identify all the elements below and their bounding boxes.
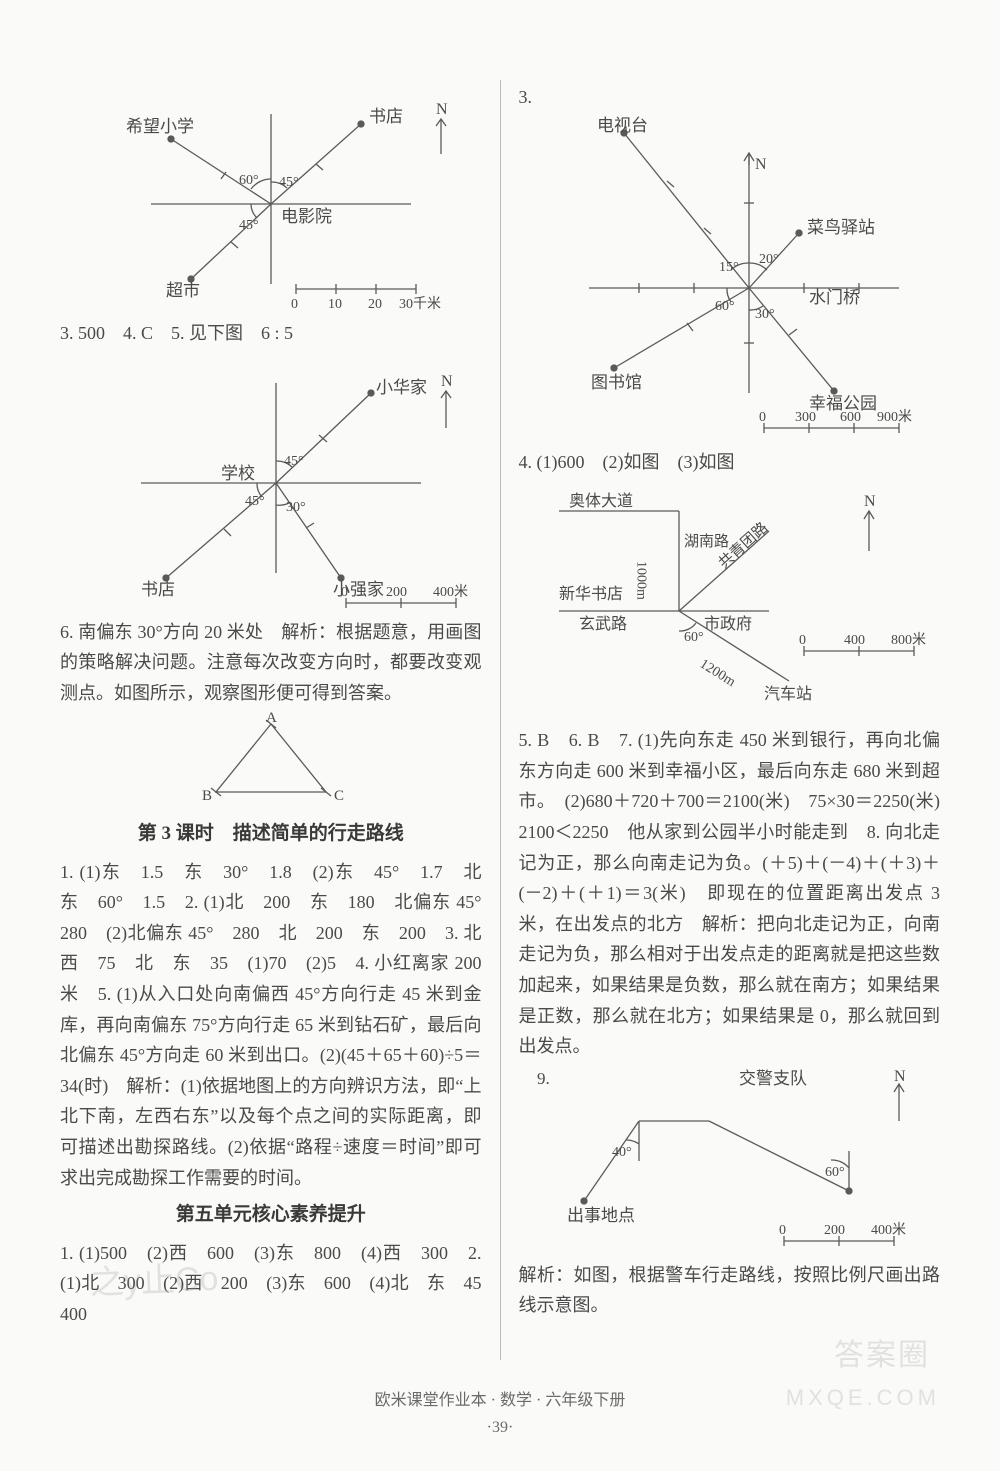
hunan: 湖南路 [684,533,729,550]
diagram-triangle: A B C [186,712,356,812]
heading-unit5: 第五单元核心素养提升 [60,1199,482,1231]
angle2-30: 30° [286,500,306,515]
answers-3-4-5: 3. 500 4. C 5. 见下图 6 : 5 [60,318,482,349]
a20: 20° [759,252,779,267]
scale2-400: 400米 [433,584,468,600]
s3-900: 900米 [877,409,912,425]
heading-lesson3: 第 3 课时 描述简单的行走路线 [60,818,482,850]
a30: 30° [755,307,775,322]
tvstation: 电视台 [597,116,648,135]
s4-400: 400 [844,633,865,648]
csdd: 出事地点 [567,1206,635,1225]
diagram-cinema-compass: N 希望小学 书店 超市 电影院 60° 45° 45° 0 10 20 [71,84,471,314]
a60: 60° [715,299,735,314]
hunan-len: 1000m [634,561,649,600]
label-bookstore: 书店 [369,107,403,126]
scale-30km: 30千米 [399,296,441,312]
scale2-0: 0 [341,585,348,600]
s4-0: 0 [799,633,806,648]
diagram-shuimenqiao: N 电视台 菜鸟驿站 图书馆 幸福公园 水门桥 20° 15° 60° 30° [529,113,929,443]
n5: N [894,1068,906,1085]
angle-45b: 45° [239,218,259,233]
label-cinema: 电影院 [281,207,332,226]
s5-400: 400米 [871,1222,906,1238]
jjzd: 交警支队 [739,1069,807,1088]
a60c: 60° [825,1165,845,1180]
angle2-45b: 45° [245,494,265,509]
aoti: 奥体大道 [569,492,633,510]
angle2-45a: 45° [284,454,304,469]
len1200: 1200m [697,657,738,690]
q5-8-text: 5. B 6. B 7. (1)先向东走 450 米到银行，再向北偏东方向走 6… [519,725,941,1062]
answers-4: 4. (1)600 (2)如图 (3)如图 [519,447,941,478]
scale-10: 10 [328,297,342,312]
s5-200: 200 [824,1223,845,1238]
n4: N [864,493,876,510]
page-footer: 欧米课堂作业本 · 数学 · 六年级下册 ·39· [0,1387,1000,1441]
footer-title: 欧米课堂作业本 · 数学 · 六年级下册 [375,1392,626,1409]
bus: 汽车站 [764,685,812,703]
q6-text: 6. 南偏东 30°方向 20 米处 解析：根据题意，用画图的策略解决问题。注意… [60,617,482,709]
n-label2: N [441,373,453,390]
page-root: N 希望小学 书店 超市 电影院 60° 45° 45° 0 10 20 [0,0,1000,1471]
diagram-street-map: N 奥体大道 湖南路 1000m 新华书店 玄武路 市政府 共青团路 60° 1… [529,481,929,721]
two-column-layout: N 希望小学 书店 超市 电影院 60° 45° 45° 0 10 20 [60,80,940,1360]
n-label: N [436,101,448,118]
label-hope-school: 希望小学 [126,117,194,136]
angle-45a: 45° [279,175,299,190]
unit5-body: 1. (1)500 (2)西 600 (3)东 800 (4)西 300 2. … [60,1238,482,1330]
tri-C: C [334,788,344,804]
a15: 15° [719,260,739,275]
a60b: 60° [684,630,704,645]
s5-0: 0 [779,1223,786,1238]
label-bookstore2: 书店 [141,580,175,599]
diagram-school-compass: N 学校 小华家 书店 小强家 45° 45° 30° 0 200 400米 [71,353,471,613]
page-number: ·39· [487,1419,514,1436]
s4-800: 800米 [891,632,926,648]
q9-analysis: 解析：如图，根据警车行走路线，按照比例尺画出路线示意图。 [519,1260,941,1321]
lesson3-body: 1. (1)东 1.5 东 30° 1.8 (2)东 45° 1.7 北 东 6… [60,857,482,1194]
label-supermarket: 超市 [166,281,200,300]
scale-0: 0 [291,297,298,312]
tri-A: A [266,712,277,726]
scale-20: 20 [368,297,382,312]
scale2-200: 200 [386,585,407,600]
s3-0: 0 [759,410,766,425]
xinhua: 新华书店 [559,585,623,603]
label-xiaohua: 小华家 [376,378,427,397]
angle-60: 60° [239,173,259,188]
cainiao: 菜鸟驿站 [807,218,875,237]
a40: 40° [612,1145,632,1160]
label-school: 学校 [221,464,255,483]
bridge: 水门桥 [809,288,860,307]
s3-600: 600 [840,410,861,425]
right-column: 3. [501,80,941,1360]
tri-B: B [202,788,212,804]
shizf: 市政府 [704,615,752,633]
q9-label: 9. [537,1069,550,1088]
diagram-police-route: 9. N [529,1066,929,1256]
library: 图书馆 [591,373,642,392]
q3-label: 3. [519,82,941,113]
xuanwu: 玄武路 [579,615,627,633]
s3-300: 300 [795,410,816,425]
left-column: N 希望小学 书店 超市 电影院 60° 45° 45° 0 10 20 [60,80,500,1360]
n3: N [755,156,767,173]
